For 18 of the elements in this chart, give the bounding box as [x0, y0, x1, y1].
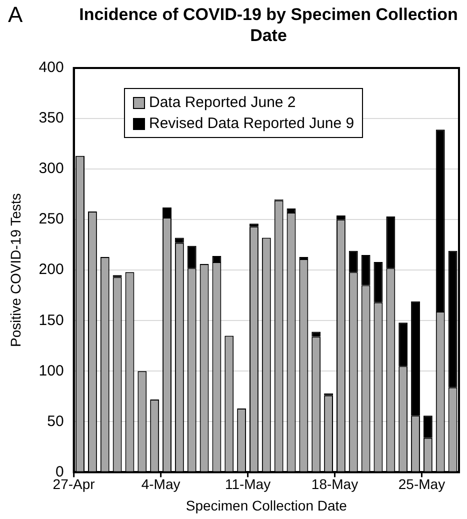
y-tick-label: 350 [38, 110, 64, 127]
x-tick-label: 11-May [224, 476, 271, 492]
y-axis-title: Positive COVID-19 Tests [7, 193, 24, 347]
legend-label: Revised Data Reported June 9 [148, 114, 354, 134]
text: A [8, 2, 23, 28]
y-tick-label: 250 [38, 210, 64, 228]
x-axis-title: Specimen Collection Date [186, 497, 348, 514]
y-tick-label: 300 [38, 160, 64, 178]
y-tick-label: 150 [38, 312, 64, 329]
y-tick-label: 200 [38, 261, 64, 278]
y-tick-label: 100 [38, 362, 64, 380]
x-tick-label: 4-May [141, 476, 180, 492]
x-tick-label: 25-May [398, 476, 446, 492]
y-tick-label: 400 [38, 59, 64, 76]
legend-label: Data Reported June 2 [148, 93, 297, 113]
x-tick-label: 18-May [311, 476, 358, 492]
chart-title: Incidence of COVID-19 by Specimen Collection Date [78, 4, 459, 46]
y-tick-label: 50 [47, 412, 64, 430]
